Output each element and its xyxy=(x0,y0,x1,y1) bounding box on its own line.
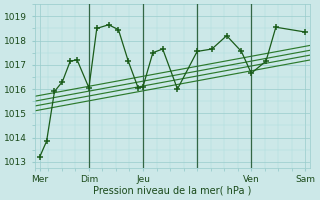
X-axis label: Pression niveau de la mer( hPa ): Pression niveau de la mer( hPa ) xyxy=(93,186,252,196)
